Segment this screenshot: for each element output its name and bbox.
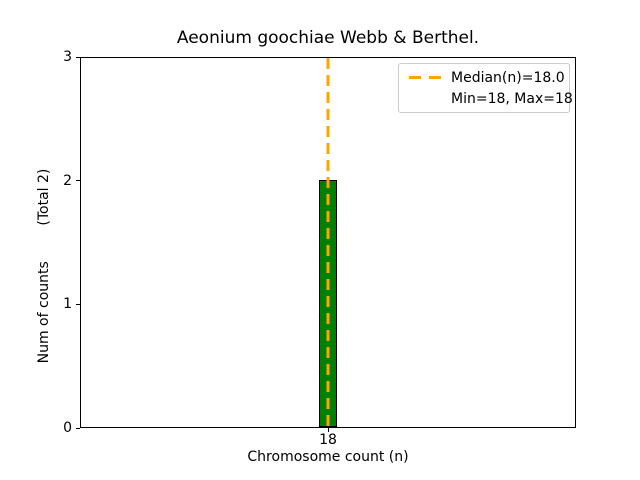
legend-label-minmax: Min=18, Max=18 xyxy=(451,90,573,107)
y-axis-label: Num of counts (Total 2) xyxy=(36,168,52,364)
y-tick-label-0: 0 xyxy=(63,420,72,436)
y-tick-label-1: 1 xyxy=(63,296,72,313)
legend-item-minmax: Min=18, Max=18 xyxy=(399,88,573,109)
legend: Median(n)=18.0 Min=18, Max=18 xyxy=(398,63,573,113)
x-tick-label-18: 18 xyxy=(319,432,337,448)
x-axis-label: Chromosome count (n) xyxy=(247,449,409,465)
y-tick-mark xyxy=(76,303,80,305)
y-tick-mark xyxy=(76,56,80,58)
plot-area: Median(n)=18.0 Min=18, Max=18 xyxy=(80,57,576,428)
median-line xyxy=(326,58,330,427)
empty-swatch xyxy=(409,97,441,100)
legend-item-median: Median(n)=18.0 xyxy=(399,67,569,88)
legend-label-median: Median(n)=18.0 xyxy=(451,69,565,86)
y-tick-mark xyxy=(76,427,80,429)
y-tick-mark xyxy=(76,180,80,182)
y-tick-label-2: 2 xyxy=(63,172,72,189)
y-tick-label-3: 3 xyxy=(63,49,72,65)
median-dashed-line-swatch xyxy=(409,76,441,79)
x-tick-mark xyxy=(327,428,329,432)
chart-title: Aeonium goochiae Webb & Berthel. xyxy=(176,28,480,48)
